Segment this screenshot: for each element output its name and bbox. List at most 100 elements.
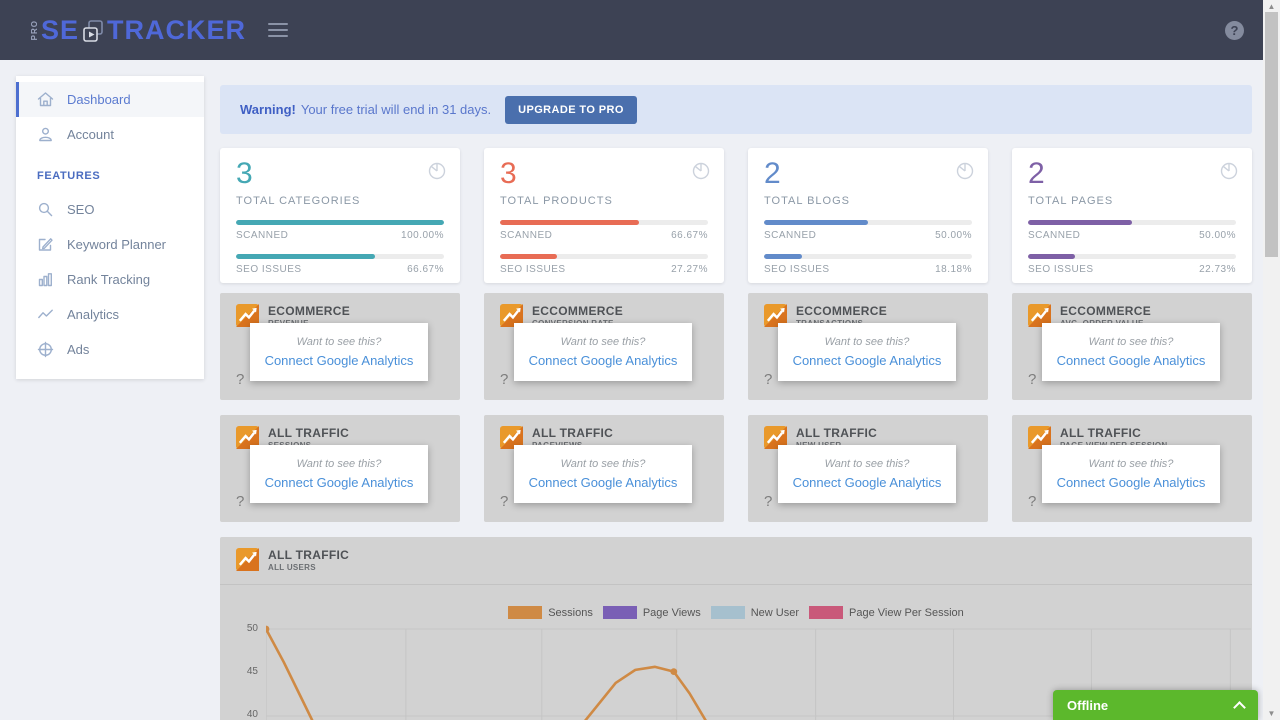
analytics-widget-card: ALL TRAFFIC PAGEVIEWS ? Want to see this… [484,415,724,522]
scrollbar-thumb[interactable] [1265,12,1278,257]
y-axis-tick: 40 [246,709,258,720]
stat-value: 3 [236,157,253,190]
top-navbar: pro SE TRACKER ? [0,0,1280,60]
seo-issues-percent: 27.27% [671,264,708,275]
logo-pro-label: pro [30,19,39,41]
connect-overlay: Want to see this? Connect Google Analyti… [514,445,692,503]
legend-item: New User [710,606,799,619]
sidebar-item-account[interactable]: Account [16,117,204,152]
analytics-widget-card: ECCOMMERCE CONVERSION RATE ? Want to see… [484,293,724,400]
scanned-percent: 100.00% [401,230,444,241]
menu-toggle-icon[interactable] [264,15,292,45]
sidebar-item-label: Dashboard [67,92,131,107]
analytics-widget-card: ALL TRAFFIC PAGE VIEW PER SESSION ? Want… [1012,415,1252,522]
scanned-percent: 50.00% [1199,230,1236,241]
connect-google-analytics-link[interactable]: Connect Google Analytics [1056,475,1206,490]
sidebar-item-label: Keyword Planner [67,237,166,252]
widget-title: ECCOMMERCE [1060,304,1152,318]
scanned-percent: 66.67% [671,230,708,241]
help-icon[interactable]: ? [1225,21,1244,40]
warning-bold-text: Warning! [240,102,296,117]
connect-google-analytics-link[interactable]: Connect Google Analytics [264,353,414,368]
legend-swatch [602,606,637,619]
scroll-up-arrow-icon[interactable]: ▲ [1267,2,1276,11]
y-axis-tick: 45 [246,666,258,677]
sidebar-item-analytics[interactable]: Analytics [16,297,204,332]
google-analytics-icon [236,304,259,327]
home-icon [37,91,54,108]
scanned-percent: 50.00% [935,230,972,241]
sidebar-item-rank-tracking[interactable]: Rank Tracking [16,262,204,297]
scrollbar-track[interactable]: ▲ ▼ [1263,0,1280,720]
sidebar-item-keyword-planner[interactable]: Keyword Planner [16,227,204,262]
stat-label: TOTAL PAGES [1028,195,1114,207]
stat-label: TOTAL PRODUCTS [500,195,613,207]
connect-google-analytics-link[interactable]: Connect Google Analytics [792,353,942,368]
pie-chart-icon [691,161,711,181]
sidebar-item-label: Analytics [67,307,120,322]
offline-chat-widget[interactable]: Offline [1053,690,1258,720]
placeholder-question-mark: ? [1028,371,1037,388]
connect-google-analytics-link[interactable]: Connect Google Analytics [528,353,678,368]
stat-label: TOTAL CATEGORIES [236,195,361,207]
connect-google-analytics-link[interactable]: Connect Google Analytics [264,475,414,490]
google-analytics-icon [1028,426,1051,449]
overlay-prompt: Want to see this? [1088,336,1174,348]
connect-overlay: Want to see this? Connect Google Analyti… [778,445,956,503]
sidebar-item-seo[interactable]: SEO [16,192,204,227]
scroll-down-arrow-icon[interactable]: ▼ [1267,709,1276,718]
chart-subtitle: ALL USERS [268,563,316,572]
connect-overlay: Want to see this? Connect Google Analyti… [250,323,428,381]
connect-overlay: Want to see this? Connect Google Analyti… [778,323,956,381]
placeholder-question-mark: ? [236,371,245,388]
connect-google-analytics-link[interactable]: Connect Google Analytics [528,475,678,490]
chevron-up-icon [1233,700,1246,714]
connect-google-analytics-link[interactable]: Connect Google Analytics [1056,353,1206,368]
sidebar: Dashboard Account FEATURES SEO Keyword P… [16,76,204,379]
scanned-label: SCANNED [764,230,817,241]
google-analytics-icon [1028,304,1051,327]
google-analytics-icon [500,304,523,327]
sidebar-item-dashboard[interactable]: Dashboard [16,82,204,117]
seo-issues-progress-bar [764,254,972,259]
overlay-prompt: Want to see this? [560,458,646,470]
traffic-widgets-row: ALL TRAFFIC SESSIONS ? Want to see this?… [220,415,1252,522]
seo-issues-percent: 66.67% [407,264,444,275]
analytics-widget-card: ALL TRAFFIC SESSIONS ? Want to see this?… [220,415,460,522]
legend-item: Page Views [602,606,701,619]
sidebar-item-label: Ads [67,342,90,357]
scanned-progress-bar [500,220,708,225]
legend-swatch [809,606,844,619]
seo-issues-progress-bar [1028,254,1236,259]
divider [220,584,1252,585]
overlay-prompt: Want to see this? [824,336,910,348]
google-analytics-icon [764,304,787,327]
placeholder-question-mark: ? [764,371,773,388]
stats-row: 3 TOTAL CATEGORIES SCANNED 100.00% SEO I… [220,148,1252,283]
scanned-label: SCANNED [236,230,289,241]
overlay-prompt: Want to see this? [1088,458,1174,470]
target-icon [37,341,54,358]
widget-title: ALL TRAFFIC [796,426,878,440]
placeholder-question-mark: ? [500,371,509,388]
sidebar-item-ads[interactable]: Ads [16,332,204,367]
pie-chart-icon [427,161,447,181]
connect-overlay: Want to see this? Connect Google Analyti… [250,445,428,503]
connect-google-analytics-link[interactable]: Connect Google Analytics [792,475,942,490]
stat-value: 2 [764,157,781,190]
pie-chart-icon [955,161,975,181]
line-chart-icon [37,306,54,323]
upgrade-to-pro-button[interactable]: UPGRADE TO PRO [505,95,637,124]
analytics-widget-card: ECCOMMERCE TRANSACTIONS ? Want to see th… [748,293,988,400]
legend-swatch [710,606,745,619]
sessions-line-chart [266,625,1251,720]
overlay-prompt: Want to see this? [296,458,382,470]
y-axis-tick: 50 [246,623,258,634]
widget-title: ECOMMERCE [268,304,351,318]
ecommerce-widgets-row: ECOMMERCE REVENUE ? Want to see this? Co… [220,293,1252,400]
stat-value: 2 [1028,157,1045,190]
legend-item: Sessions [508,606,593,619]
widget-title: ALL TRAFFIC [1060,426,1142,440]
logo-text-se: SE [41,14,80,45]
app-logo[interactable]: pro SE TRACKER [30,15,246,46]
